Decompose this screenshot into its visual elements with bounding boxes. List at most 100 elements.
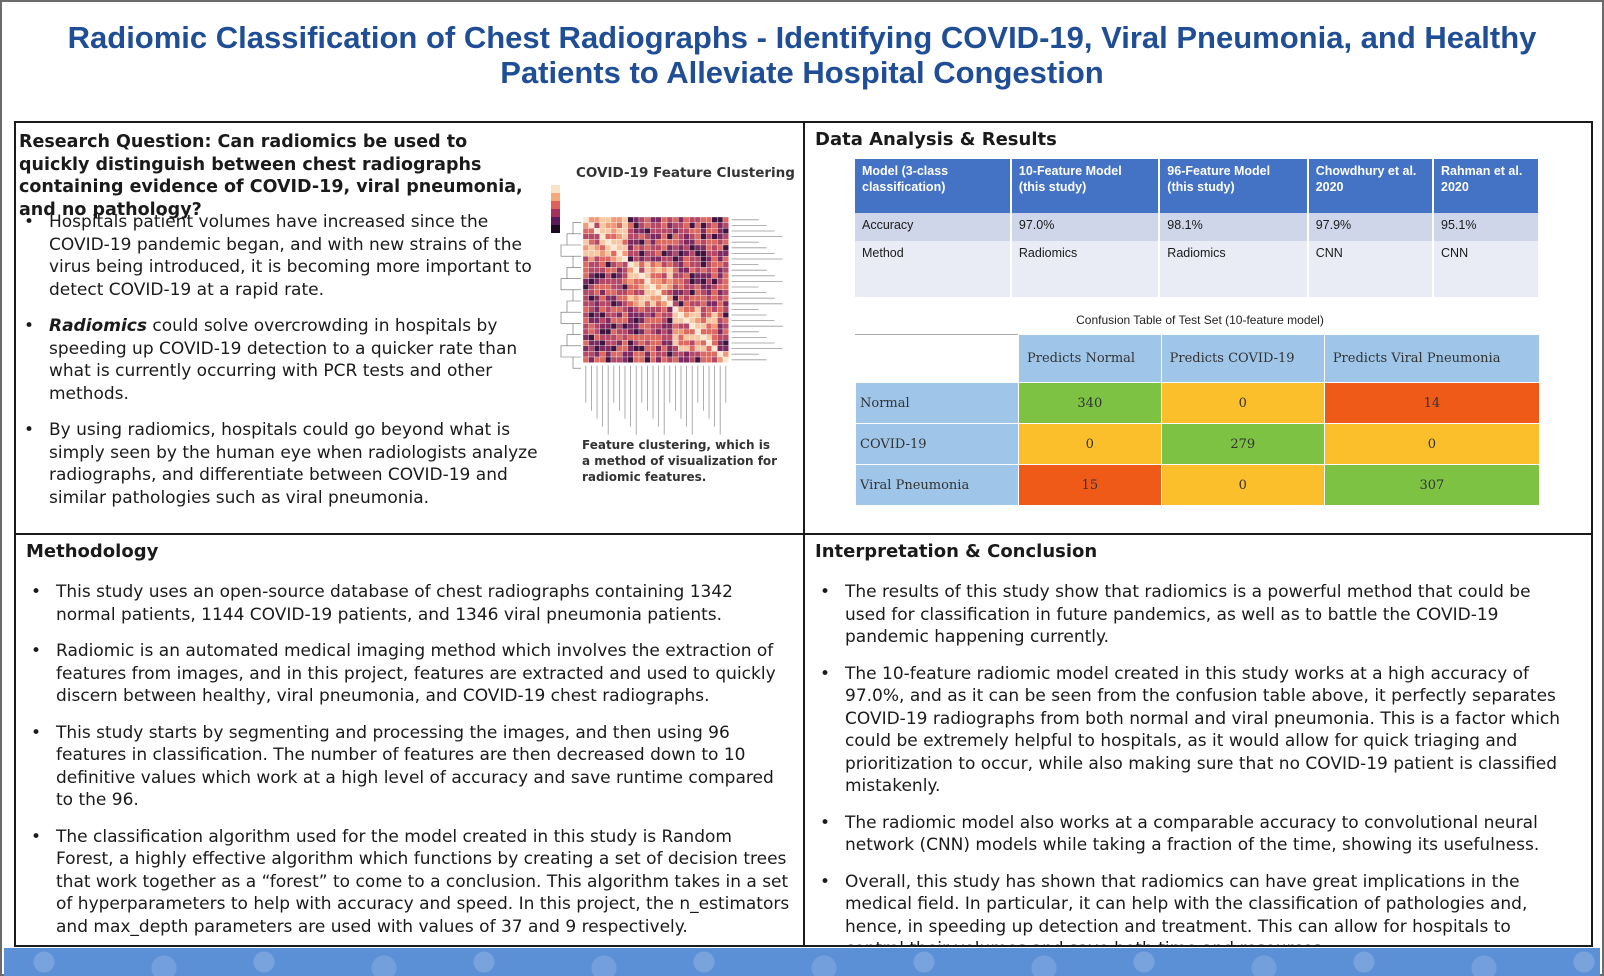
heatmap-cell — [644, 317, 651, 324]
heatmap-cell — [655, 323, 662, 330]
heatmap-cell — [689, 267, 696, 274]
heatmap-cell — [633, 267, 640, 274]
heatmap-cell — [694, 351, 701, 358]
research-question-panel: Research Question: Can radiomics be used… — [14, 121, 805, 535]
heatmap-cell — [622, 216, 628, 223]
heatmap-cell — [588, 261, 595, 268]
heatmap-cell — [689, 289, 696, 296]
heatmap-cell — [599, 351, 606, 358]
legend-swatch — [551, 217, 560, 225]
heatmap-cell — [627, 228, 634, 234]
heatmap-cell — [638, 300, 645, 307]
heatmap-cell — [633, 334, 640, 341]
heatmap-cell — [582, 239, 589, 246]
heatmap-cell — [711, 345, 718, 352]
heatmap-cell — [683, 233, 690, 240]
heatmap-cell — [722, 284, 729, 290]
heatmap-cell — [689, 239, 696, 246]
heatmap-cell — [717, 345, 724, 352]
heatmap-cell — [638, 306, 645, 313]
heatmap-cell — [650, 261, 656, 268]
heatmap-cell — [706, 340, 712, 346]
heatmap-cell — [711, 216, 718, 223]
heatmap-cell — [644, 312, 651, 318]
heatmap-cell — [616, 272, 623, 279]
header-cell: 10-Feature Model (this study) — [1010, 159, 1161, 213]
heatmap-cell — [672, 289, 679, 296]
confusion-row-label: Normal — [855, 382, 1019, 424]
heatmap-cell — [683, 256, 690, 262]
heatmap-cell — [722, 345, 729, 352]
heatmap-cell — [711, 340, 718, 346]
heatmap-cell — [666, 233, 673, 240]
heatmap-cell — [605, 340, 612, 346]
heatmap-cell — [582, 278, 589, 285]
heatmap-cell — [711, 295, 718, 302]
heatmap-cell — [610, 278, 617, 285]
heatmap-cell — [616, 216, 623, 223]
heatmap-cell — [627, 289, 634, 296]
heatmap-cell — [678, 334, 684, 341]
heatmap-cell — [650, 356, 656, 363]
heatmap-cell — [633, 278, 640, 285]
heatmap-cell — [633, 244, 640, 251]
heatmap-cell — [588, 300, 595, 307]
heatmap-cell — [594, 312, 600, 318]
heatmap-cell — [655, 239, 662, 246]
heatmap-cell — [599, 295, 606, 302]
heatmap-cell — [599, 345, 606, 352]
table-cell: Radiomics — [1010, 241, 1161, 297]
heatmap-cell — [711, 312, 718, 318]
heatmap-cell — [666, 312, 673, 318]
heatmap-cell — [627, 328, 634, 335]
heatmap-cell — [661, 278, 668, 285]
heatmap-cell — [661, 340, 668, 346]
header-cell: 96-Feature Model (this study) — [1159, 159, 1309, 213]
heatmap-cell — [605, 317, 612, 324]
heatmap-cell — [650, 272, 656, 279]
heatmap-cell — [627, 340, 634, 346]
heatmap-cell — [661, 317, 668, 324]
heatmap-cell — [722, 340, 729, 346]
heatmap-cell — [666, 272, 673, 279]
blank-cell — [855, 334, 1019, 383]
heatmap-cell — [605, 323, 612, 330]
heatmap-cell — [717, 278, 724, 285]
heatmap-cell — [633, 261, 640, 268]
heatmap-cell — [706, 295, 712, 302]
poster-title: Radiomic Classification of Chest Radiogr… — [22, 20, 1582, 90]
heatmap-cell — [627, 222, 634, 229]
heatmap-cell — [683, 267, 690, 274]
heatmap-cell — [588, 289, 595, 296]
heatmap-cell — [717, 334, 724, 341]
heatmap-cell — [633, 216, 640, 223]
conclusion-title: Interpretation & Conclusion — [815, 541, 1098, 562]
heatmap-cell — [644, 351, 651, 358]
methodology-bullet: This study uses an open-source database … — [26, 581, 791, 626]
confusion-col-header: Predicts COVID-19 — [1160, 334, 1325, 383]
heatmap-cell — [717, 267, 724, 274]
heatmap-cell — [610, 284, 617, 290]
heatmap-cell — [661, 216, 668, 223]
heatmap-cell — [655, 345, 662, 352]
heatmap-cell — [594, 345, 600, 352]
heatmap-cell — [644, 250, 651, 257]
heatmap-cell — [655, 278, 662, 285]
heatmap-cell — [633, 328, 640, 335]
heatmap-cell — [582, 261, 589, 268]
heatmap-cell — [638, 289, 645, 296]
heatmap-cell — [588, 351, 595, 358]
heatmap-cell — [588, 233, 595, 240]
heatmap-cell — [622, 340, 628, 346]
heatmap-cell — [650, 317, 656, 324]
heatmap-cell — [622, 233, 628, 240]
heatmap-cell — [650, 300, 656, 307]
heatmap-cell — [678, 233, 684, 240]
heatmap-cell — [722, 317, 729, 324]
heatmap-cell — [689, 345, 696, 352]
heatmap-cell — [666, 340, 673, 346]
confusion-row-viral: Viral Pneumonia 15 0 307 — [855, 464, 1541, 506]
heatmap-cell — [622, 345, 628, 352]
heatmap-cell — [605, 261, 612, 268]
heatmap-cell — [694, 239, 701, 246]
